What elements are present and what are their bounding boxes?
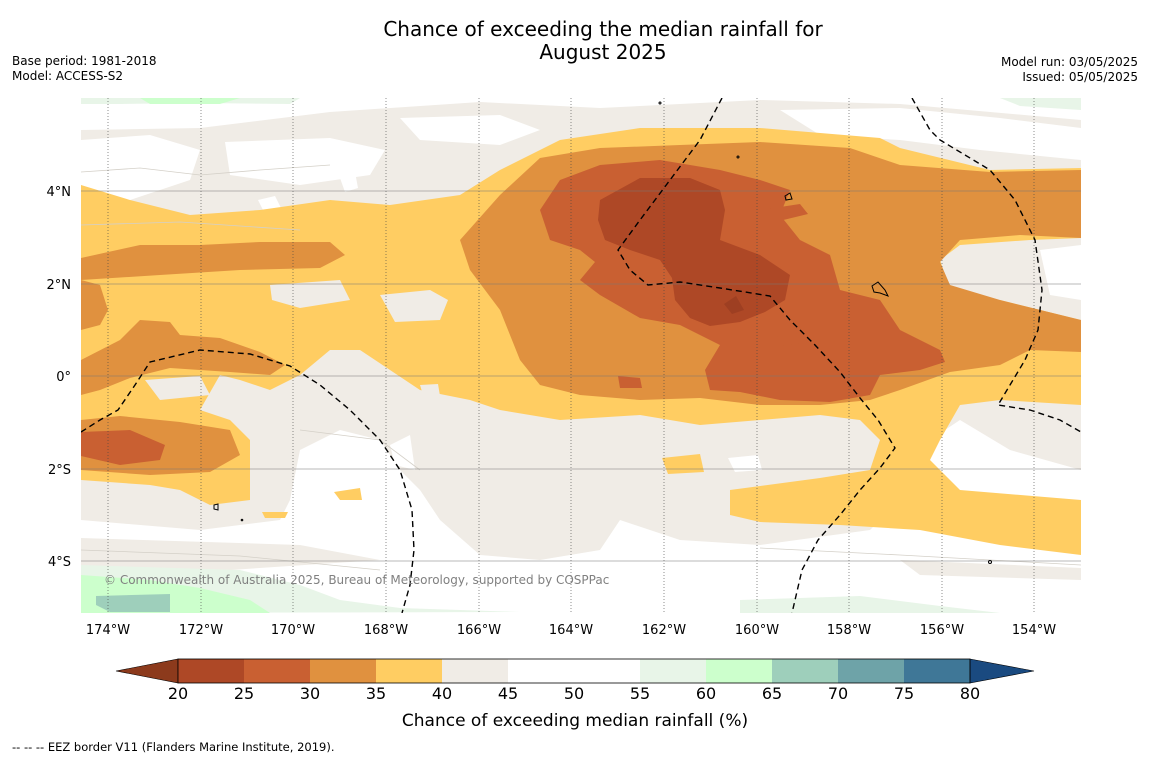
model-name: Model: ACCESS-S2 bbox=[12, 69, 124, 83]
map-plot-area: © Commonwealth of Australia 2025, Bureau… bbox=[81, 98, 1081, 613]
eez-borders bbox=[81, 98, 1081, 613]
lon-label: 162°W bbox=[642, 623, 686, 638]
lon-label: 166°W bbox=[457, 623, 501, 638]
colorbar-tick-labels: 20 25 30 35 40 45 50 55 60 65 70 75 80 bbox=[168, 684, 980, 703]
contour-40-45-islands bbox=[145, 278, 1015, 400]
lat-label: 4°N bbox=[47, 185, 72, 200]
colorbar-bin bbox=[574, 659, 640, 683]
colorbar-tick: 75 bbox=[894, 684, 914, 703]
lat-label: 2°S bbox=[48, 463, 71, 478]
lon-axis-labels: 174°W 172°W 170°W 168°W 166°W 164°W 162°… bbox=[86, 623, 1056, 638]
colorbar-bin bbox=[772, 659, 838, 683]
colorbar-frame bbox=[177, 658, 971, 684]
contour-wet-edges bbox=[81, 98, 1081, 613]
colorbar-tick: 60 bbox=[696, 684, 716, 703]
base-period: Base period: 1981-2018 bbox=[12, 54, 157, 68]
colorbar bbox=[115, 658, 1035, 684]
lon-label: 160°W bbox=[735, 623, 779, 638]
colorbar-title: Chance of exceeding median rainfall (%) bbox=[402, 711, 748, 731]
colorbar-tick: 80 bbox=[960, 684, 980, 703]
lat-label: 4°S bbox=[48, 555, 71, 570]
colorbar-tick: 20 bbox=[168, 684, 188, 703]
model-run-date: Model run: 03/05/2025 bbox=[1000, 55, 1138, 69]
lat-label: 2°N bbox=[47, 278, 72, 293]
colorbar-tick: 55 bbox=[630, 684, 650, 703]
title-line-1: Chance of exceeding the median rainfall … bbox=[383, 17, 823, 41]
colorbar-bin bbox=[904, 659, 970, 683]
colorbar-tick: 40 bbox=[432, 684, 452, 703]
colorbar-bin bbox=[376, 659, 442, 683]
lon-label: 158°W bbox=[827, 623, 871, 638]
colorbar-bin bbox=[508, 659, 574, 683]
colorbar-tick: 65 bbox=[762, 684, 782, 703]
lon-label: 156°W bbox=[920, 623, 964, 638]
colorbar-tick: 30 bbox=[300, 684, 320, 703]
colorbar-bin bbox=[310, 659, 376, 683]
issued-date: Issued: 05/05/2025 bbox=[1022, 70, 1138, 84]
lon-label: 154°W bbox=[1012, 623, 1056, 638]
lon-label: 164°W bbox=[549, 623, 593, 638]
colorbar-bin bbox=[640, 659, 706, 683]
lon-label: 174°W bbox=[86, 623, 130, 638]
colorbar-extend-low bbox=[115, 658, 179, 684]
colorbar-extend-high bbox=[969, 658, 1035, 684]
contour-20-25 bbox=[598, 178, 790, 326]
colorbar-tick: 50 bbox=[564, 684, 584, 703]
colorbar-bin bbox=[244, 659, 310, 683]
colorbar-tick: 35 bbox=[366, 684, 386, 703]
colorbar-bin bbox=[838, 659, 904, 683]
lon-label: 168°W bbox=[364, 623, 408, 638]
eez-footnote: -- -- -- EEZ border V11 (Flanders Marine… bbox=[12, 740, 335, 754]
island-outlines bbox=[213, 101, 992, 564]
colorbar-tick: 70 bbox=[828, 684, 848, 703]
lon-label: 172°W bbox=[179, 623, 223, 638]
graticule-parallels bbox=[81, 190, 1081, 562]
colorbar-bin bbox=[442, 659, 508, 683]
lat-label: 0° bbox=[56, 370, 71, 385]
colorbar-tick: 25 bbox=[234, 684, 254, 703]
title-line-2: August 2025 bbox=[539, 40, 667, 64]
copyright-notice: © Commonwealth of Australia 2025, Bureau… bbox=[104, 573, 609, 587]
colorbar-tick: 45 bbox=[498, 684, 518, 703]
lat-axis-labels: 4°N 2°N 0° 2°S 4°S bbox=[47, 185, 72, 570]
colorbar-bin bbox=[178, 659, 244, 683]
graticule-meridians bbox=[107, 98, 1035, 613]
map-title: Chance of exceeding the median rainfall … bbox=[300, 18, 906, 64]
colorbar-bin bbox=[706, 659, 772, 683]
contour-45-50-holes bbox=[81, 108, 1081, 496]
model-info: Base period: 1981-2018 Model: ACCESS-S2 bbox=[12, 54, 157, 84]
lon-label: 170°W bbox=[271, 623, 315, 638]
run-info: Model run: 03/05/2025 Issued: 05/05/2025 bbox=[1001, 55, 1138, 85]
